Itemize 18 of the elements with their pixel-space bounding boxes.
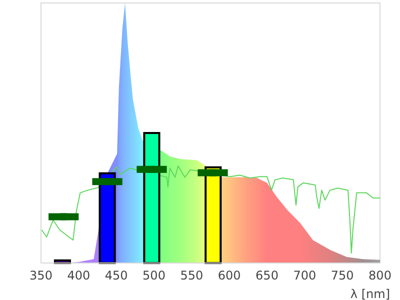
x-tick-label: 400 (67, 268, 90, 283)
point (148, 166, 156, 173)
bar (143, 132, 160, 264)
x-tick-label: 650 (256, 268, 278, 283)
x-tick-label: 700 (293, 268, 316, 283)
bar (98, 172, 116, 264)
x-tick-label: 450 (104, 268, 128, 283)
x-tick-label: 600 (218, 268, 241, 283)
x-axis-title: λ [nm] (350, 287, 390, 300)
point (60, 213, 68, 220)
x-tick-label: 750 (330, 268, 354, 283)
x-tick-label: 800 (368, 268, 392, 283)
bar (204, 166, 222, 264)
x-tick-label: 500 (142, 268, 166, 283)
x-tick-label: 350 (30, 268, 52, 283)
point (104, 178, 111, 186)
x-tick-label: 550 (180, 268, 204, 283)
point (209, 169, 216, 176)
